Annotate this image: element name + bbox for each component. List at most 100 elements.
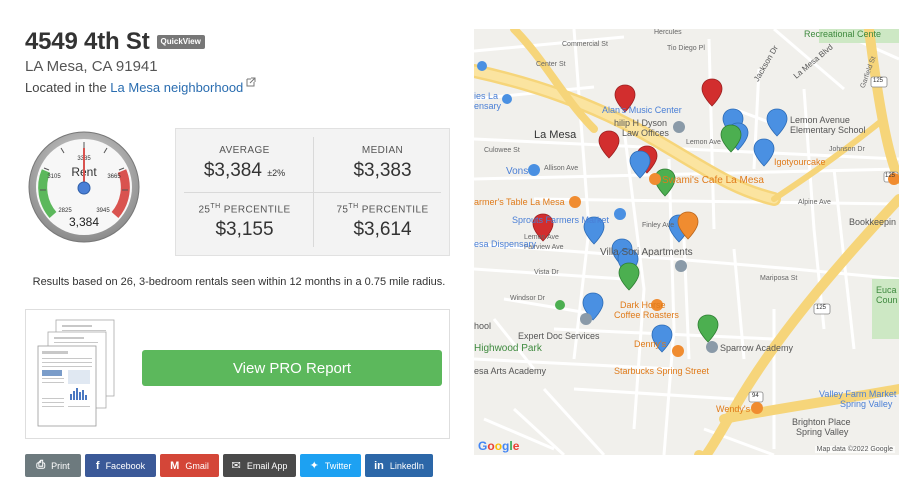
facebook-icon: f [95, 459, 100, 472]
map-label-law: Law Offices [622, 128, 669, 138]
view-pro-report-button[interactable]: View PRO Report [142, 350, 442, 386]
stat-25th-suffix: TH [210, 203, 221, 210]
map-label-windsor: Windsor Dr [510, 295, 546, 302]
poi-gray [673, 121, 685, 133]
map-label-lemon-ave: Lemon Ave [686, 139, 721, 146]
email-app-label: Email App [246, 460, 288, 471]
map-label-tio-diego: Tio Diego Pl [667, 45, 705, 52]
gmail-button[interactable]: M Gmail [160, 454, 219, 477]
map-label-villa-sori: Villa Sori Apartments [600, 247, 693, 258]
city-line: LA Mesa, CA 91941 [25, 58, 158, 75]
map-label-dyson: hilip H Dyson [614, 118, 668, 128]
stat-75th-number: 75 [336, 204, 349, 216]
google-logo[interactable]: Google [478, 439, 520, 453]
map-label-valley-2: Spring Valley [840, 399, 893, 409]
results-summary: Results based on 26, 3-bedroom rentals s… [32, 276, 446, 288]
email-icon: ✉ [231, 460, 241, 472]
map-label-highwood: Highwood Park [474, 343, 542, 354]
pro-report-box: View PRO Report [25, 309, 450, 439]
print-icon: ⎙ [36, 459, 46, 471]
share-buttons-row: ⎙ Print f Facebook M Gmail ✉ Email App ✦ Twit… [25, 454, 433, 477]
poi-orange [888, 173, 899, 185]
report-preview-icon [37, 319, 115, 427]
neighborhood-link[interactable]: La Mesa neighborhood [110, 80, 244, 95]
map-label-wendys: Wendy's [716, 404, 751, 414]
map-label-hool: hool [474, 321, 492, 331]
stat-median-label: MEDIAN [361, 145, 404, 156]
route-125-label-east: 125 [885, 173, 896, 179]
stat-median: MEDIAN $3,383 [314, 145, 451, 182]
map-pin-blue [582, 292, 604, 321]
poi-blue [502, 94, 512, 104]
stats-divider-horizontal [184, 192, 441, 193]
map-label-expert: Expert Doc Services [518, 331, 600, 341]
map-pin-red [532, 213, 554, 242]
map-pin-blue [753, 138, 775, 167]
map-label-starbucks: Starbucks Spring Street [614, 366, 710, 376]
map-label-swamis: Swami's Cafe La Mesa [662, 175, 764, 186]
stat-75th-percentile: 75TH PERCENTILE $3,614 [314, 203, 451, 241]
map-pin-red [598, 130, 620, 159]
external-link-icon [246, 77, 256, 87]
map-pin-blue [629, 150, 651, 179]
print-button[interactable]: ⎙ Print [25, 454, 81, 477]
route-125-label-north: 125 [873, 78, 884, 84]
map-label-euca: Euca [876, 285, 897, 295]
map-label-allison: Allison Ave [544, 165, 579, 172]
poi-gray [706, 341, 718, 353]
map-label-valley-1: Valley Farm Market [819, 389, 897, 399]
gauge-tick-3105: 3105 [47, 174, 61, 180]
map-label-coun: Coun [876, 295, 898, 305]
property-address: 4549 4th St [25, 28, 150, 55]
map-label-lemon-ave-2: Lemon Ave [524, 234, 559, 241]
facebook-label: Facebook [105, 460, 146, 471]
map-label-center-st: Center St [536, 61, 566, 68]
gauge-tick-3665: 3665 [107, 174, 121, 180]
poi-gray [675, 260, 687, 272]
poi-orange [751, 402, 763, 414]
map-pin-red [614, 84, 636, 113]
map-copyright[interactable]: Map data ©2022 Google [814, 446, 895, 453]
stat-25th-label: 25TH PERCENTILE [176, 203, 313, 215]
map-pin-green [618, 262, 640, 291]
poi-orange [649, 173, 661, 185]
park-area [819, 29, 899, 43]
map-label-vista: Vista Dr [534, 269, 559, 276]
map-label-dennys: Denny's [634, 339, 667, 349]
map-label-brighton-2: Spring Valley [796, 427, 849, 437]
neighborhood-map[interactable]: Commercial St Hercules Recreational Cent… [474, 29, 899, 455]
stat-average-margin: ±2% [267, 168, 286, 178]
gauge-tick-3945: 3945 [96, 208, 110, 214]
quickview-badge[interactable]: QuickView [156, 35, 205, 49]
map-label-recreational: Recreational Cente [804, 29, 882, 39]
map-label-la-mesa: La Mesa [534, 129, 577, 141]
map-label-dark-horse-2: Coffee Roasters [614, 310, 679, 320]
gauge-tick-2825: 2825 [58, 208, 72, 214]
stat-average-value-row: $3,384 ±2% [176, 160, 313, 182]
stat-25th-number: 25 [198, 204, 211, 216]
stat-median-value: $3,383 [353, 160, 412, 181]
stat-75th-suffix: TH [348, 203, 359, 210]
map-pin-green [697, 314, 719, 343]
map-label-ies-la: ies La [474, 91, 499, 101]
poi-blue [477, 61, 487, 71]
map-label-dark-horse-1: Dark Horse [620, 300, 666, 310]
twitter-button[interactable]: ✦ Twitter [300, 454, 361, 477]
map-label-mariposa: Mariposa St [760, 275, 798, 282]
stat-75th-text: PERCENTILE [358, 204, 429, 216]
linkedin-icon: in [374, 459, 384, 472]
route-125-label-south: 125 [816, 305, 827, 311]
poi-gray [580, 313, 592, 325]
stat-25th-value: $3,155 [215, 219, 274, 241]
map-label-esa-arts: esa Arts Academy [474, 366, 547, 376]
map-label-lemon-school-2: Elementary School [790, 125, 866, 135]
map-label-alans: Alan's Music Center [602, 105, 682, 115]
linkedin-button[interactable]: in LinkedIn [365, 454, 433, 477]
stat-75th-label: 75TH PERCENTILE [314, 203, 451, 215]
email-app-button[interactable]: ✉ Email App [223, 454, 296, 477]
facebook-button[interactable]: f Facebook [85, 454, 156, 477]
stats-divider-vertical [313, 137, 314, 247]
map-label-finley: Finley Ave [642, 222, 675, 229]
map-label-igot: Igotyourcake [774, 157, 826, 167]
map-label-sprouts: Sprouts Farmers Market [512, 215, 610, 225]
